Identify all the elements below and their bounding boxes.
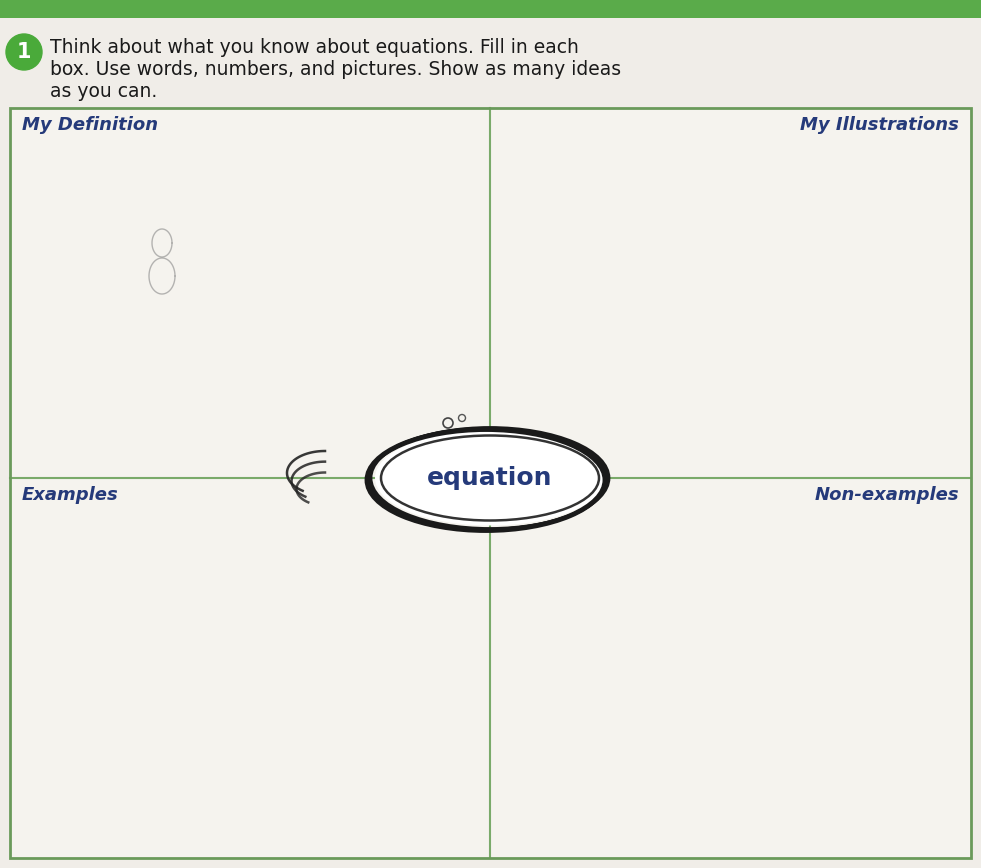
Ellipse shape bbox=[375, 431, 605, 525]
Bar bbox=[10, 108, 971, 858]
Text: My Definition: My Definition bbox=[22, 116, 158, 134]
Circle shape bbox=[6, 34, 42, 70]
Text: as you can.: as you can. bbox=[50, 82, 157, 101]
Text: My Illustrations: My Illustrations bbox=[800, 116, 959, 134]
Text: box. Use words, numbers, and pictures. Show as many ideas: box. Use words, numbers, and pictures. S… bbox=[50, 60, 621, 79]
Text: Examples: Examples bbox=[22, 486, 119, 504]
Text: 1: 1 bbox=[17, 42, 31, 62]
Bar bbox=[10, 108, 971, 858]
Text: Non-examples: Non-examples bbox=[814, 486, 959, 504]
Text: Think about what you know about equations. Fill in each: Think about what you know about equation… bbox=[50, 38, 579, 57]
Bar bbox=[0, 0, 981, 18]
Text: equation: equation bbox=[428, 466, 552, 490]
